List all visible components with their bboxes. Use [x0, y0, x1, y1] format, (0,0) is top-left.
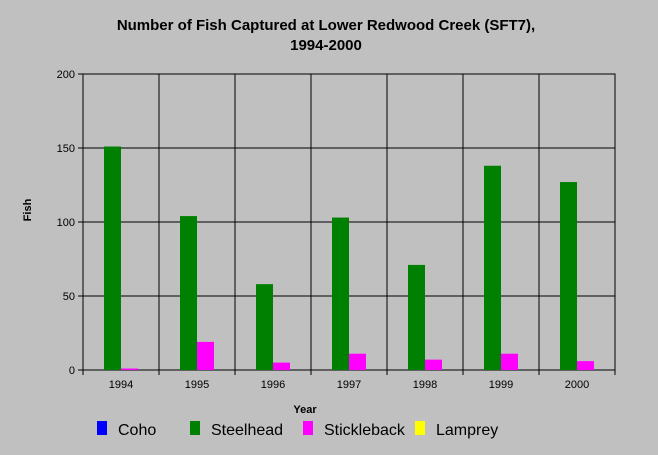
- x-axis-title: Year: [293, 404, 317, 416]
- bar-stickleback-1997: [349, 353, 366, 370]
- x-tick-label: 1997: [337, 379, 361, 391]
- legend: Coho Steelhead Stickleback Lamprey: [97, 421, 498, 439]
- legend-swatch-coho: [97, 421, 107, 435]
- legend-label-coho: Coho: [118, 422, 156, 439]
- legend-label-steelhead: Steelhead: [211, 422, 283, 439]
- bar-steelhead-2000: [560, 182, 577, 370]
- chart-title-line-1: Number of Fish Captured at Lower Redwood…: [117, 17, 535, 34]
- x-tick-label: 1996: [261, 379, 285, 391]
- x-tick-label: 1999: [489, 379, 513, 391]
- bar-stickleback-1996: [273, 362, 290, 370]
- legend-label-stickleback: Stickleback: [324, 422, 406, 439]
- bar-steelhead-1998: [408, 264, 425, 370]
- bar-steelhead-1999: [484, 165, 501, 370]
- bar-stickleback-1998: [425, 359, 442, 370]
- x-tick-label: 1995: [185, 379, 209, 391]
- bar-steelhead-1997: [332, 217, 349, 370]
- bar-steelhead-1994: [104, 146, 121, 370]
- bar-stickleback-1994: [121, 368, 138, 370]
- bar-stickleback-1995: [197, 341, 214, 370]
- x-tick-label: 1994: [109, 379, 133, 391]
- bar-steelhead-1995: [180, 216, 197, 370]
- legend-swatch-stickleback: [303, 421, 313, 435]
- bar-stickleback-1999: [501, 353, 518, 370]
- y-axis-title: Fish: [22, 198, 34, 221]
- y-tick-label: 150: [57, 143, 75, 155]
- x-tick-label: 2000: [565, 379, 589, 391]
- chart-title-line-2: 1994-2000: [290, 37, 362, 54]
- legend-swatch-steelhead: [190, 421, 200, 435]
- grid-lines: [83, 74, 615, 370]
- axis-ticks: 0 50 100 150 200 1994 1995 1996 1997 1998 1999 2000: [57, 69, 616, 391]
- x-tick-label: 1998: [413, 379, 437, 391]
- bars: [104, 146, 594, 370]
- bar-stickleback-2000: [577, 361, 594, 370]
- legend-label-lamprey: Lamprey: [436, 422, 498, 439]
- y-tick-label: 200: [57, 69, 75, 81]
- legend-swatch-lamprey: [415, 421, 425, 435]
- y-tick-label: 100: [57, 217, 75, 229]
- y-tick-label: 0: [69, 365, 75, 377]
- y-tick-label: 50: [63, 291, 75, 303]
- bar-steelhead-1996: [256, 284, 273, 370]
